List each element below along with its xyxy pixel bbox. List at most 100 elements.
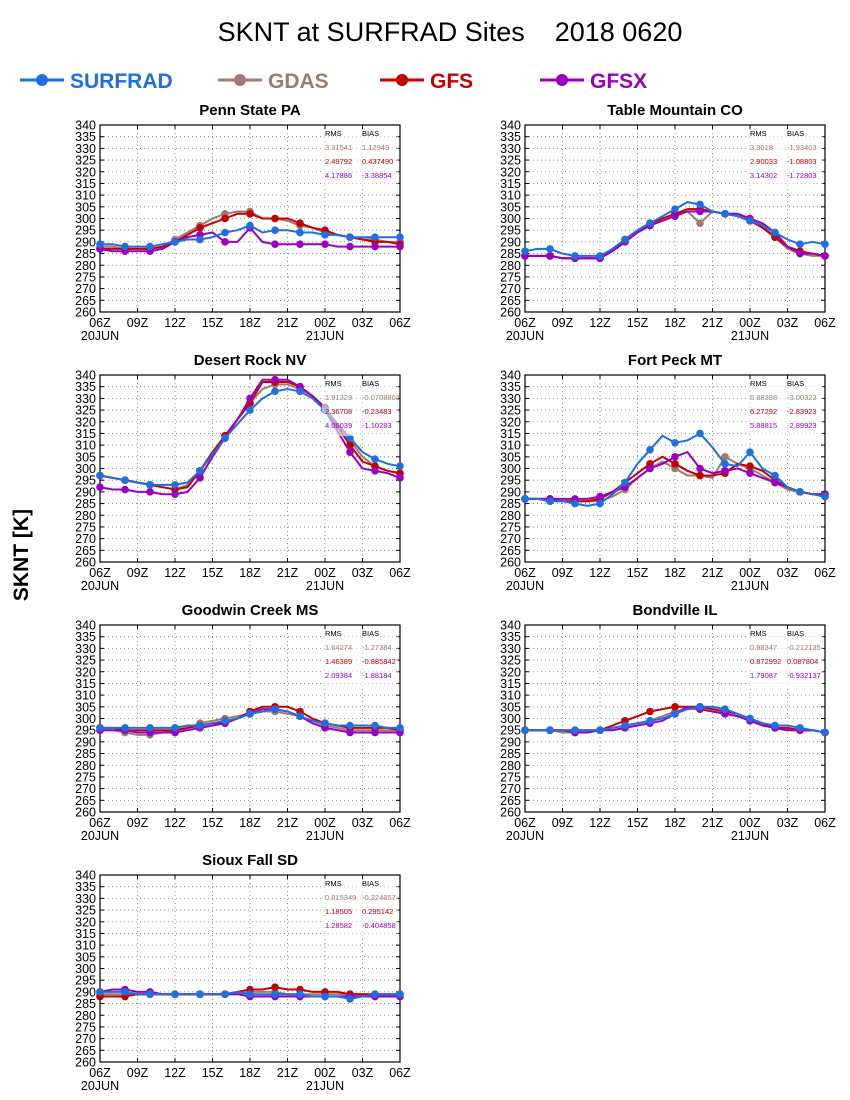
y-tick-label: 290 — [500, 735, 521, 749]
x-date-label: 20JUN — [506, 829, 544, 843]
data-point — [796, 249, 804, 258]
y-tick-label: 315 — [500, 427, 521, 441]
stats-bias-gdas: -1.27384 — [362, 643, 392, 652]
y-tick-label: 310 — [75, 189, 96, 203]
y-tick-label: 265 — [500, 794, 521, 808]
data-point — [271, 983, 279, 991]
x-tick-label: 15Z — [202, 316, 224, 330]
y-tick-label: 320 — [75, 665, 96, 679]
data-point — [371, 467, 379, 475]
y-tick-label: 290 — [500, 235, 521, 249]
stats-bias-gdas: -1.93403 — [787, 143, 817, 152]
stats-backdrop — [747, 629, 823, 686]
y-tick-label: 305 — [75, 700, 96, 714]
legend-label: SURFRAD — [70, 70, 173, 93]
data-point — [796, 724, 804, 732]
x-tick-label: 06Z — [89, 816, 111, 830]
stats-bias-gfs: 0.087804 — [787, 657, 818, 666]
x-date-label: 20JUN — [506, 579, 544, 593]
data-point — [346, 242, 354, 251]
y-tick-label: 260 — [75, 556, 96, 570]
x-tick-label: 00Z — [314, 816, 336, 830]
data-point — [146, 488, 154, 496]
y-tick-label: 320 — [500, 165, 521, 179]
data-point — [96, 988, 104, 996]
stats-bias-gfs: -1.08803 — [787, 157, 817, 166]
y-tick-label: 280 — [500, 509, 521, 523]
data-point — [346, 728, 354, 737]
stats-bias-gdas: -0.324857 — [362, 893, 396, 902]
data-point — [171, 990, 179, 999]
data-point — [646, 446, 654, 454]
data-point — [571, 252, 579, 260]
y-tick-label: 340 — [500, 119, 521, 133]
data-point — [196, 474, 204, 482]
data-point — [171, 490, 179, 499]
x-tick-label: 06Z — [89, 566, 111, 580]
y-tick-label: 335 — [75, 630, 96, 644]
stats-bias-gfsx: -0.932137 — [787, 671, 821, 680]
panel-penn-state-pa: Penn State PA 260265270275280285290295300… — [75, 102, 411, 343]
data-point — [671, 212, 679, 220]
data-point — [346, 995, 354, 1003]
data-point — [621, 721, 629, 730]
stats-rms-gfsx: 5.88815 — [750, 421, 777, 430]
data-point — [96, 483, 104, 492]
data-point — [646, 717, 654, 725]
data-point — [221, 990, 229, 999]
y-tick-label: 320 — [500, 415, 521, 429]
data-point — [221, 228, 229, 237]
y-tick-label: 330 — [500, 392, 521, 406]
data-point — [196, 721, 204, 730]
data-point — [371, 728, 379, 737]
stats-bias-gfsx: -3.38854 — [362, 171, 392, 180]
data-point — [396, 233, 404, 241]
legend-item-surfrad: SURFRAD — [20, 70, 173, 93]
data-point — [696, 207, 704, 216]
stats-table: RMS BIAS 6.88398 -3.00323 6.27292 -2.83923 5.8… — [747, 379, 823, 436]
stats-bias-gfsx: -2.89923 — [787, 421, 817, 430]
series-gfs — [521, 455, 829, 506]
panel-title: Bondville IL — [632, 602, 717, 619]
panel-fort-peck-mt: Fort Peck MT2602652702752802852902953003… — [500, 352, 836, 593]
x-tick-label: 06Z — [514, 816, 536, 830]
x-tick-label: 00Z — [739, 316, 761, 330]
x-tick-label: 09Z — [127, 566, 149, 580]
data-point — [196, 990, 204, 999]
y-tick-label: 305 — [500, 450, 521, 464]
x-tick-label: 12Z — [589, 316, 611, 330]
stats-header-bias: BIAS — [787, 379, 804, 388]
y-tick-label: 260 — [500, 556, 521, 570]
stats-bias-gdas: -3.00323 — [787, 393, 817, 402]
data-point — [296, 387, 304, 396]
x-tick-label: 06Z — [89, 316, 111, 330]
y-tick-label: 295 — [500, 724, 521, 738]
stats-bias-gfsx: -1.72803 — [787, 171, 817, 180]
stats-rms-gfs: 1.46389 — [325, 657, 352, 666]
x-tick-label: 21Z — [277, 1066, 299, 1080]
y-tick-label: 330 — [75, 392, 96, 406]
data-point — [596, 499, 604, 508]
stats-rms-gdas: 0.815349 — [325, 893, 356, 902]
data-point — [296, 240, 304, 249]
series-surfrad — [96, 988, 404, 1003]
x-tick-label: 12Z — [164, 816, 186, 830]
y-tick-label: 330 — [500, 142, 521, 156]
panel-goodwin-creek-ms: Goodwin Creek MS 260265270275280285290295… — [75, 602, 411, 843]
stats-header-rms: RMS — [325, 879, 342, 888]
data-point — [771, 721, 779, 730]
y-tick-label: 275 — [75, 770, 96, 784]
panel-sioux-fall-sd: Sioux Fall SD 260265270275280285290295300… — [75, 852, 411, 1093]
data-point — [121, 485, 129, 494]
x-tick-label: 18Z — [664, 316, 686, 330]
data-point — [121, 242, 129, 251]
x-date-label: 21JUN — [306, 579, 344, 593]
data-point — [296, 712, 304, 720]
y-tick-label: 340 — [75, 869, 96, 883]
x-tick-label: 09Z — [127, 816, 149, 830]
data-point — [646, 219, 654, 227]
y-tick-label: 270 — [75, 1032, 96, 1046]
y-tick-label: 330 — [500, 642, 521, 656]
legend-label: GDAS — [268, 70, 329, 93]
y-tick-label: 325 — [500, 154, 521, 168]
